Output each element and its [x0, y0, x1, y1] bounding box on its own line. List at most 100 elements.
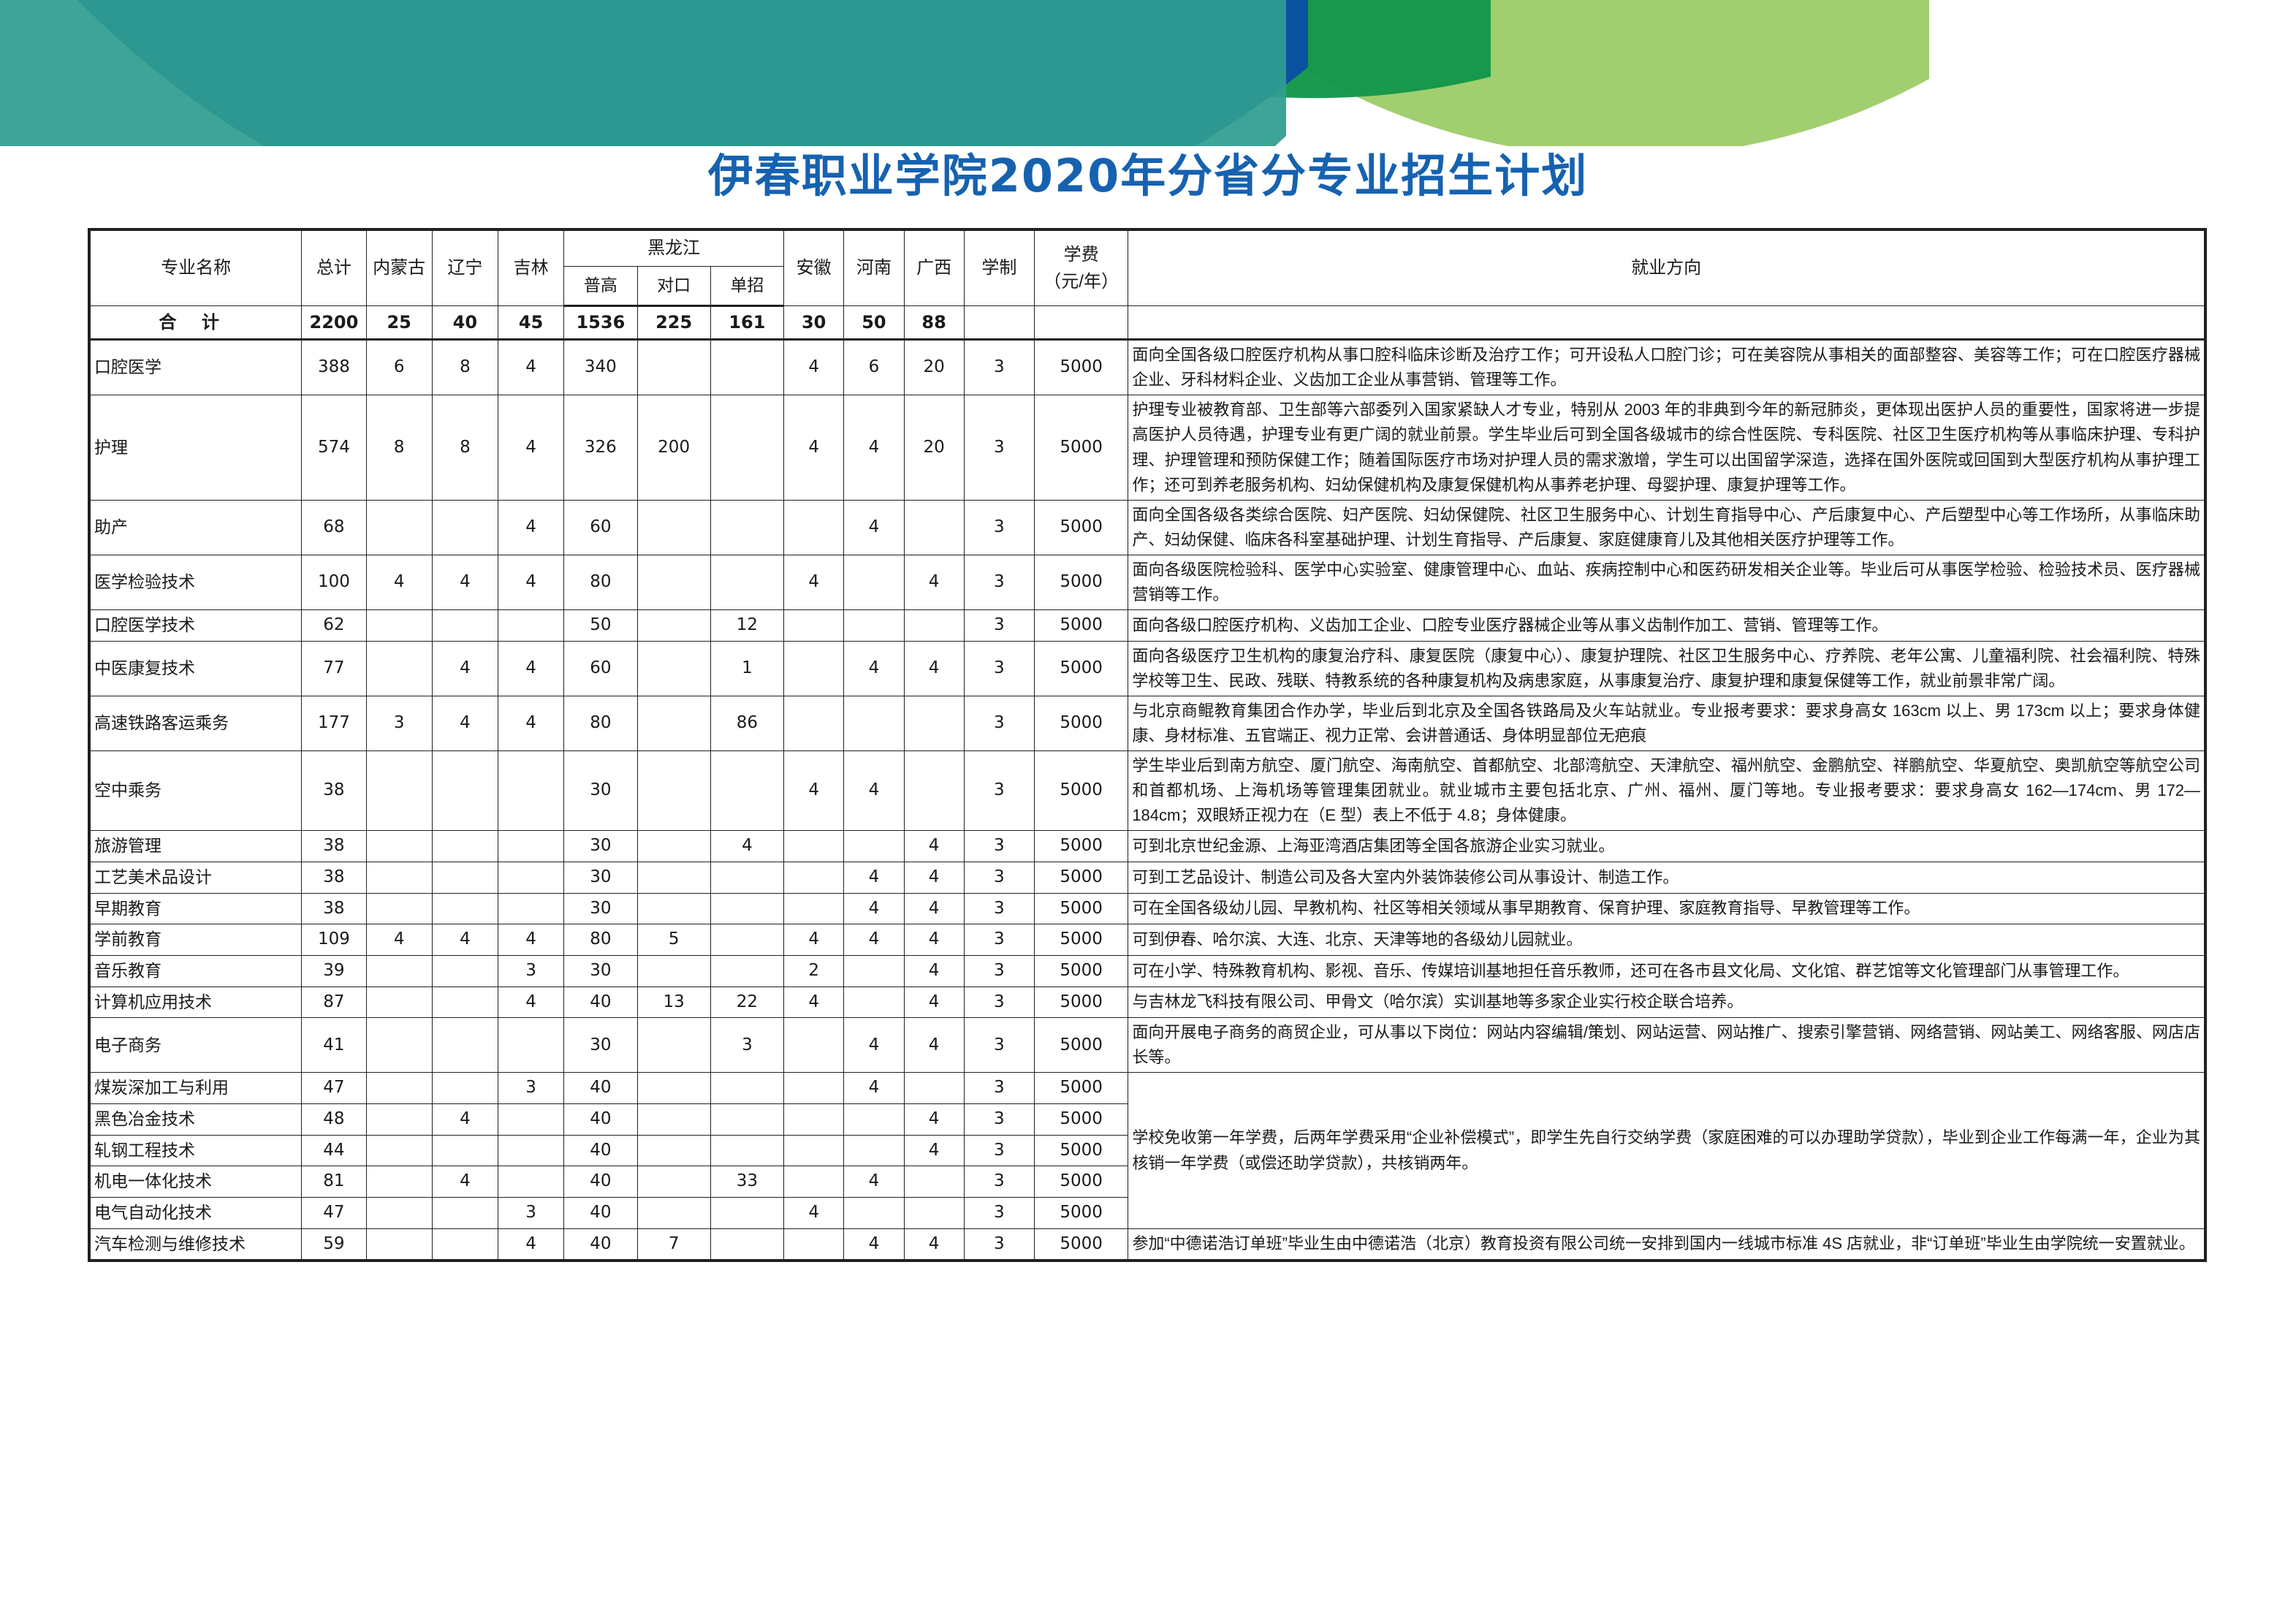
cell-xuefei: 5000: [1033, 830, 1129, 863]
cell-neimenggu: [365, 640, 433, 696]
cell-jilin: [497, 609, 565, 642]
cell-anhui: 4: [783, 554, 845, 611]
table-row: 口腔医学技术 62 50 12 3 5000 面向各级口腔医疗机构、义齿加工企业、口腔专业医…: [88, 609, 2206, 642]
cell-liaoning: 40: [431, 305, 499, 341]
cell-xuezhi: 3: [963, 830, 1035, 863]
cell-employment-direction: 护理专业被教育部、卫生部等六部委列入国家紧缺人才专业，特别从 2003 年的非典…: [1128, 395, 2206, 501]
cell-henan: [843, 1197, 905, 1229]
table-row: 旅游管理 38 30 4 4 3 5000 可到北京世纪金源、上海亚湾酒店集团等全国各旅游企业…: [88, 830, 2206, 863]
cell-henan: [843, 830, 905, 863]
cell-total: 47: [301, 1072, 367, 1105]
cell-total: 38: [301, 830, 367, 863]
cell-hlj-danzhao: [710, 924, 785, 956]
cell-xuefei: 5000: [1033, 750, 1129, 832]
cell-total: 100: [301, 554, 367, 611]
cell-employment-direction: 参加“中德诺浩订单班”毕业生由中德诺浩（北京）教育投资有限公司统一安排到国内一线…: [1128, 1228, 2206, 1261]
cell-employment-direction: 可到北京世纪金源、上海亚湾酒店集团等全国各旅游企业实习就业。: [1128, 830, 2206, 863]
table-body: 合 计 2200 25 40 45 1536 225 161 30 50 88 口腔医学 388 6 8 4 3…: [88, 305, 2206, 1261]
cell-xuezhi: 3: [963, 924, 1035, 956]
cell-xuefei: 5000: [1033, 339, 1129, 396]
cell-hlj-danzhao: 86: [710, 695, 785, 752]
cell-neimenggu: [365, 830, 433, 863]
cell-major-name: 工艺美术品设计: [88, 862, 303, 894]
cell-henan: [843, 1134, 905, 1167]
cell-major-name: 轧钢工程技术: [88, 1134, 303, 1167]
cell-total: 41: [301, 1017, 367, 1073]
cell-guangxi: [903, 499, 965, 555]
cell-neimenggu: [365, 1228, 433, 1261]
cell-hlj-pugao: 40: [563, 1166, 638, 1198]
cell-liaoning: [431, 1134, 499, 1167]
cell-hlj-duikou: 5: [636, 924, 711, 956]
cell-hlj-danzhao: [710, 339, 785, 396]
cell-employment-direction: [1128, 305, 2206, 341]
cell-hlj-duikou: 13: [636, 986, 711, 1019]
cell-total: 81: [301, 1166, 367, 1198]
cell-hlj-duikou: [636, 1072, 711, 1105]
cell-employment-direction: 面向各级医院检验科、医学中心实验室、健康管理中心、血站、疾病控制中心和医药研发相…: [1128, 554, 2206, 611]
deco-shape-light-green: [1209, 0, 1929, 146]
cell-major-name: 汽车检测与维修技术: [88, 1228, 303, 1261]
cell-henan: 50: [843, 305, 905, 341]
cell-hlj-duikou: [636, 695, 711, 752]
cell-anhui: [783, 1103, 845, 1136]
cell-xuefei: 5000: [1033, 554, 1129, 611]
table-row: 汽车检测与维修技术 59 4 40 7 4 4 3 5000 参加“中德诺浩订单班”毕业生由中德诺…: [88, 1228, 2206, 1261]
cell-hlj-pugao: 50: [563, 609, 638, 642]
table-row: 计算机应用技术 87 4 40 13 22 4 4 3 5000 与吉林龙飞科技有限公司、甲骨文（哈…: [88, 986, 2206, 1019]
cell-xuezhi: 3: [963, 750, 1035, 832]
cell-total: 39: [301, 954, 367, 987]
cell-henan: 4: [843, 750, 905, 832]
cell-xuezhi: 3: [963, 986, 1035, 1019]
cell-hlj-duikou: [636, 609, 711, 642]
cell-xuefei: 5000: [1033, 892, 1129, 925]
cell-liaoning: 4: [431, 695, 499, 752]
cell-hlj-danzhao: [710, 892, 785, 925]
cell-hlj-duikou: 225: [636, 305, 711, 341]
cell-henan: 4: [843, 1017, 905, 1073]
cell-jilin: 3: [497, 954, 565, 987]
cell-xuezhi: 3: [963, 862, 1035, 894]
cell-employment-direction: 面向各级口腔医疗机构、义齿加工企业、口腔专业医疗器械企业等从事义齿制作加工、营销…: [1128, 609, 2206, 642]
cell-xuezhi: 3: [963, 1197, 1035, 1229]
col-header-hlj-pugao: 普高: [563, 266, 638, 307]
table-row: 音乐教育 39 3 30 2 4 3 5000 可在小学、特殊教育机构、影视、音乐、传媒培训基地…: [88, 954, 2206, 987]
cell-hlj-pugao: 30: [563, 750, 638, 832]
cell-xuefei: 5000: [1033, 395, 1129, 501]
cell-employment-direction: 面向开展电子商务的商贸企业，可从事以下岗位：网站内容编辑/策划、网站运营、网站推…: [1128, 1017, 2206, 1073]
cell-anhui: [783, 1017, 845, 1073]
cell-major-name: 高速铁路客运乘务: [88, 695, 303, 752]
cell-total: 48: [301, 1103, 367, 1136]
cell-xuezhi: [963, 305, 1035, 341]
cell-jilin: 3: [497, 1072, 565, 1105]
cell-anhui: 4: [783, 1197, 845, 1229]
cell-xuezhi: 3: [963, 954, 1035, 987]
cell-guangxi: 4: [903, 892, 965, 925]
cell-henan: [843, 554, 905, 611]
cell-liaoning: [431, 1228, 499, 1261]
cell-neimenggu: 3: [365, 695, 433, 752]
table-row: 煤炭深加工与利用 47 3 40 4 3 5000 学校免收第一年学费，后两年学费采用“企业补…: [88, 1072, 2206, 1229]
cell-total: 77: [301, 640, 367, 696]
cell-major-name: 空中乘务: [88, 750, 303, 832]
cell-xuezhi: 3: [963, 1134, 1035, 1167]
cell-major-name: 电子商务: [88, 1017, 303, 1073]
cell-anhui: [783, 499, 845, 555]
cell-major-name: 助产: [88, 499, 303, 555]
cell-henan: [843, 1103, 905, 1136]
cell-guangxi: 4: [903, 862, 965, 894]
cell-henan: 4: [843, 862, 905, 894]
col-header-henan: 河南: [843, 229, 905, 306]
col-header-neimenggu: 内蒙古: [365, 229, 433, 306]
cell-neimenggu: [365, 750, 433, 832]
cell-guangxi: [903, 1072, 965, 1105]
cell-liaoning: 4: [431, 1166, 499, 1198]
cell-xuefei: 5000: [1033, 499, 1129, 555]
cell-hlj-duikou: [636, 1017, 711, 1073]
table-row: 口腔医学 388 6 8 4 340 4 6 20 3 5000 面向全国各级口腔医疗机构从事口腔科临…: [88, 339, 2206, 396]
cell-anhui: 4: [783, 750, 845, 832]
cell-hlj-danzhao: [710, 1228, 785, 1261]
table-head: 专业名称 总计 内蒙古 辽宁 吉林 黑龙江 安徽 河南 广西 学制 学费 （元/…: [88, 229, 2206, 307]
cell-hlj-pugao: 40: [563, 1072, 638, 1105]
cell-hlj-duikou: 7: [636, 1228, 711, 1261]
